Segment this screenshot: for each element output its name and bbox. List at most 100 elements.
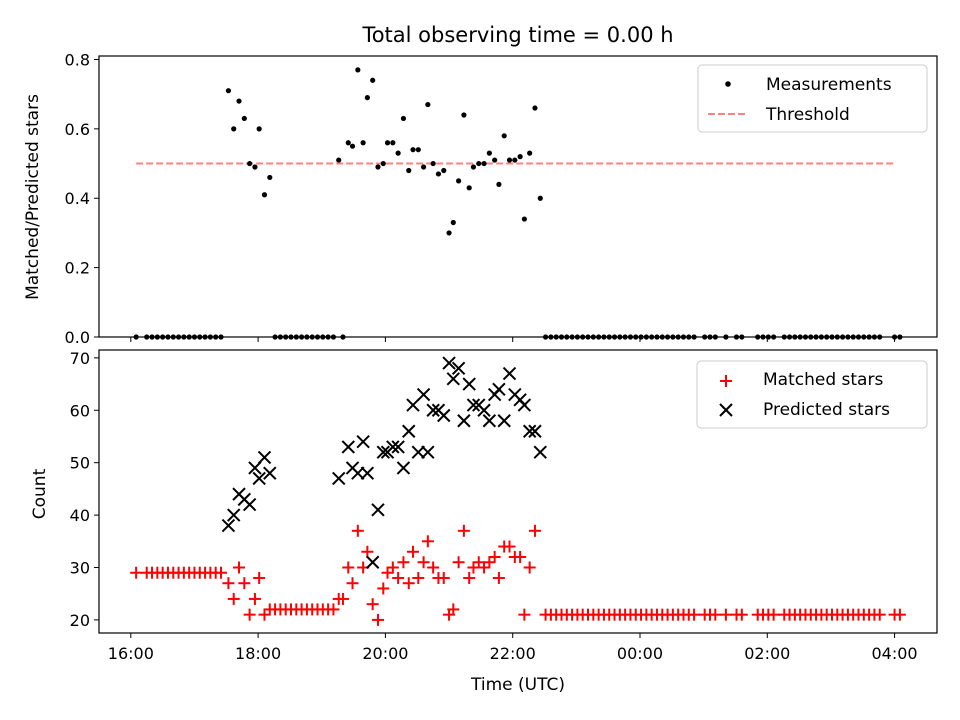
measurement-point [461, 112, 467, 118]
matched-star-point [514, 551, 527, 564]
measurement-point [370, 77, 376, 83]
matched-star-point [336, 592, 349, 605]
matched-star-point [243, 608, 256, 621]
matched-star-point [258, 608, 271, 621]
legend-predicted-label: Predicted stars [763, 400, 890, 420]
measurement-point [506, 157, 513, 163]
predicted-star-point [402, 424, 416, 438]
x-tick-label: 00:00 [617, 644, 663, 663]
measurement-point [360, 140, 366, 146]
matched-star-point [528, 524, 541, 537]
legend-threshold-label: Threshold [765, 105, 850, 125]
measurement-point [455, 178, 462, 184]
measurement-point [236, 98, 242, 104]
predicted-star-point [492, 382, 506, 397]
x-tick-label: 16:00 [108, 644, 154, 663]
matched-star-point [467, 561, 480, 574]
predicted-star-point [391, 440, 405, 454]
measurement-point [384, 140, 391, 146]
matched-star-point [457, 524, 470, 537]
predicted-star-point [437, 408, 451, 423]
matched-star-point [377, 582, 390, 595]
bottom-legend-box [696, 360, 928, 429]
matched-star-point [386, 561, 399, 574]
matched-star-point [402, 577, 415, 590]
matched-star-point [483, 556, 496, 569]
measurement-point [231, 126, 237, 132]
measurement-point [395, 150, 401, 156]
matched-star-point [406, 545, 419, 558]
measurement-point [406, 167, 412, 174]
top-y-tick-label: 0.2 [65, 259, 90, 278]
measurement-point [267, 174, 273, 181]
measurement-point [336, 157, 342, 163]
predicted-star-point [248, 461, 262, 475]
top-y-tick-label: 0.4 [65, 189, 90, 208]
matched-star-point [893, 608, 906, 621]
top-legend: Measurements Threshold [697, 64, 928, 133]
legend-measurements-label: Measurements [766, 75, 892, 95]
matched-star-point [392, 571, 405, 584]
measurement-point [512, 157, 518, 163]
measurement-point [252, 164, 258, 170]
matched-star-point [214, 566, 227, 579]
top-y-axis-label: Matched/Predicted stars [23, 94, 43, 300]
predicted-star-point [227, 508, 241, 522]
top-axes-frame [98, 55, 938, 338]
top-legend-box [697, 64, 928, 133]
matched-star-point [463, 571, 476, 584]
legend-matched-marker [720, 375, 732, 387]
predicted-star-point [522, 424, 537, 438]
bottom-y-tick-label: 70 [70, 349, 90, 368]
matched-star-point [412, 571, 425, 584]
matched-star-point [366, 598, 379, 611]
measurement-point [521, 216, 527, 222]
predicted-star-point [252, 471, 266, 486]
bottom-y-tick-label: 20 [70, 611, 90, 630]
bottom-y-tick-label: 50 [70, 454, 90, 473]
predicted-star-point [411, 445, 425, 459]
measurement-point [415, 147, 421, 153]
predicted-star-point [426, 403, 440, 417]
matched-star-point [688, 608, 701, 621]
predicted-star-point [371, 503, 385, 517]
measurement-point [256, 126, 262, 132]
top-y-tick-label: 0.8 [65, 50, 90, 69]
matched-star-point [767, 608, 780, 621]
matched-star-point [478, 561, 491, 574]
predicted-star-point [242, 497, 257, 512]
matched-star-point [472, 556, 485, 569]
measurement-point [225, 88, 232, 94]
matched-star-point [518, 608, 531, 621]
bottom-y-tick-label: 60 [70, 401, 90, 420]
predicted-star-point [482, 414, 497, 428]
measurement-point [527, 150, 533, 156]
matched-star-point [735, 608, 748, 621]
matched-star-point [503, 540, 516, 553]
measurement-point [446, 230, 452, 236]
bottom-y-tick-label: 30 [70, 558, 90, 577]
measurement-point [496, 181, 502, 187]
matched-star-point [437, 571, 450, 584]
measurement-point [470, 164, 477, 170]
predicted-star-point [466, 398, 481, 412]
matched-star-point [227, 592, 240, 605]
measurement-point [476, 160, 482, 167]
predicted-star-point [221, 518, 236, 533]
matched-star-point [222, 577, 235, 590]
predicted-star-point [386, 440, 400, 454]
matched-star-point [238, 577, 251, 590]
measurement-point [466, 185, 472, 191]
measurement-point [517, 154, 523, 160]
predicted-star-point [376, 445, 390, 459]
measurement-point [390, 140, 396, 146]
measurement-point [430, 160, 436, 167]
matched-star-point [233, 561, 246, 574]
measurement-point [450, 219, 456, 226]
predicted-star-point [406, 398, 420, 412]
bottom-axes: 20 30 40 50 60 70 16:00 18:00 20:00 22:00 00:00 02:… [30, 349, 938, 695]
predicted-star-point [341, 440, 355, 454]
measurement-point [364, 95, 370, 101]
predicted-star-point [528, 424, 542, 438]
matched-star-point [421, 535, 434, 548]
